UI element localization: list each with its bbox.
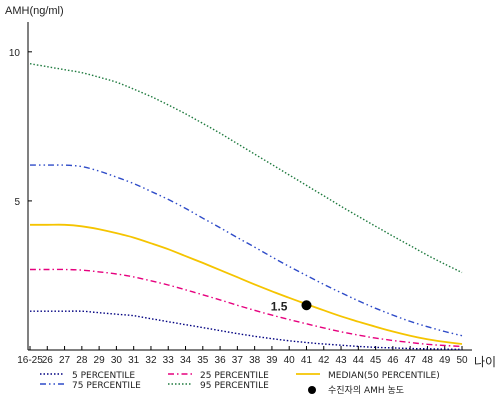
x-tick-label: 34 <box>180 355 192 366</box>
x-tick-label: 27 <box>59 355 71 366</box>
x-tick-label: 36 <box>215 355 227 366</box>
y-ticks: 5 10 <box>9 48 32 208</box>
x-tick-label: 39 <box>266 355 278 366</box>
x-tick-label: 48 <box>422 355 434 366</box>
legend-label-1: 5 PERCENTILE <box>72 371 135 381</box>
x-tick-label: 46 <box>387 355 399 366</box>
series-line-4 <box>30 164 463 337</box>
x-tick-label: 41 <box>301 355 313 366</box>
y-axis-title: AMH(ng/ml) <box>5 5 64 17</box>
x-tick-label: 38 <box>249 355 261 366</box>
patient-amh-value-label: 1.5 <box>271 299 288 313</box>
x-tick-label: 50 <box>456 355 468 366</box>
x-tick-label: 43 <box>335 355 347 366</box>
x-tick-label: 16-25 <box>17 355 43 366</box>
legend-label-2: 25 PERCENTILE <box>200 371 269 381</box>
legend-label-4: 75 PERCENTILE <box>72 381 141 391</box>
x-tick-label: 47 <box>405 355 417 366</box>
series-line-2 <box>29 268 463 348</box>
legend-label-patient: 수진자의 AMH 농도 <box>328 385 404 396</box>
y-tick-label: 10 <box>9 48 21 59</box>
x-tick-label: 26 <box>42 355 54 366</box>
legend-label-5: 95 PERCENTILE <box>200 381 269 391</box>
x-axis-title: 나이 <box>474 355 496 369</box>
x-tick-label: 28 <box>76 355 88 366</box>
x-tick-label: 44 <box>353 355 365 366</box>
x-tick-label: 29 <box>94 355 106 366</box>
x-tick-label: 31 <box>128 355 140 366</box>
x-tick-label: 40 <box>284 355 296 366</box>
marker-group: 1.5 <box>271 299 312 313</box>
x-tick-label: 32 <box>145 355 157 366</box>
x-tick-label: 45 <box>370 355 382 366</box>
legend: 5 PERCENTILE 25 PERCENTILE MEDIAN(50 PERCE… <box>40 371 440 396</box>
x-tick-label: 35 <box>197 355 209 366</box>
series-line-1 <box>30 310 463 351</box>
x-tick-label: 42 <box>318 355 330 366</box>
series-line-5 <box>29 63 463 274</box>
series-group <box>29 63 463 351</box>
x-tick-label: 49 <box>439 355 451 366</box>
legend-marker-dot <box>308 386 316 394</box>
x-tick-label: 33 <box>163 355 175 366</box>
y-tick-label: 5 <box>14 197 20 208</box>
x-tick-label: 30 <box>111 355 123 366</box>
x-tick-label: 37 <box>232 355 244 366</box>
legend-label-3: MEDIAN(50 PERCENTILE) <box>328 371 440 381</box>
series-line-3 <box>30 223 463 345</box>
patient-amh-point <box>301 300 312 311</box>
